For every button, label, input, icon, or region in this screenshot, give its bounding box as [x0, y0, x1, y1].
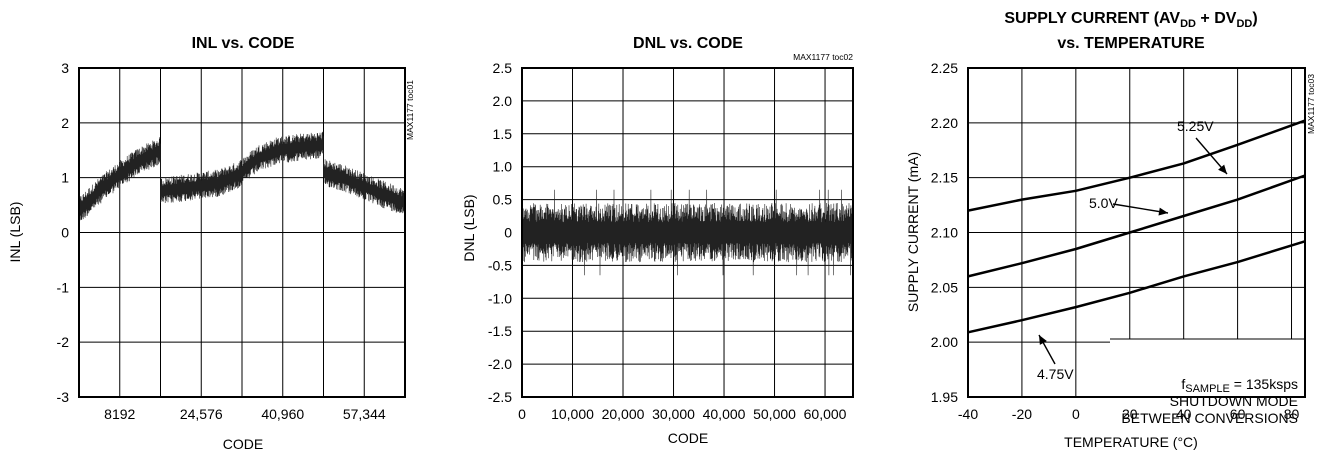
- chart1-xtick-label: 57,344: [343, 406, 386, 422]
- chart1-series-line: [78, 131, 406, 222]
- chart3-ylabel: SUPPLY CURRENT (mA): [905, 152, 921, 312]
- chart1-xtick-label: 8192: [104, 406, 135, 422]
- chart2-xtick-label: 60,000: [804, 406, 847, 422]
- chart1-ylabel: INL (LSB): [7, 202, 23, 263]
- chart1-ytick-label: 1: [61, 170, 69, 186]
- chart3-series-line-4.75V: [967, 240, 1306, 334]
- chart1-xlabel: CODE: [223, 436, 263, 452]
- chart2-ytick-label: -1.0: [488, 290, 512, 306]
- chart2-xtick-label: 30,000: [652, 406, 695, 422]
- chart3-xtick-label: -40: [958, 406, 978, 422]
- chart2-xtick-label: 20,000: [602, 406, 645, 422]
- chart1-group: 8192 24,576 40,960 57,344 -3 -2 -1 0 1 2 3: [57, 60, 406, 422]
- chart3-title-line2: vs. TEMPERATURE: [1057, 35, 1205, 52]
- chart3-xlabel: TEMPERATURE (°C): [1064, 434, 1198, 450]
- chart3-series-line-5.0V: [967, 174, 1306, 278]
- chart1-title: INL vs. CODE: [192, 35, 295, 52]
- chart1-ytick-label: 3: [61, 60, 69, 76]
- chart2-ytick-label: -2.0: [488, 356, 512, 372]
- chart3-arrow-head: [1218, 164, 1227, 174]
- chart3-series-line-5.25V: [967, 119, 1306, 212]
- chart1-doc-code: MAX1177 toc01: [405, 80, 415, 140]
- chart2-ylabel: DNL (LSB): [461, 194, 477, 261]
- chart2-xtick-label: 10,000: [551, 406, 594, 422]
- chart2-series-line: [521, 189, 854, 276]
- chart3-group: -40 -20 0 20 40 60 80 1.95 2.00 2.05 2.10 2.15 2.20 2…: [931, 60, 1306, 422]
- chart3-xtick-label: 0: [1072, 406, 1080, 422]
- chart3-arrow-head: [1158, 207, 1168, 216]
- chart1-xtick-label: 40,960: [261, 406, 304, 422]
- chart1-ytick-label: -3: [57, 389, 70, 405]
- chart3-ytick-label: 2.15: [931, 170, 958, 186]
- chart3-ytick-label: 2.05: [931, 279, 958, 295]
- chart1-ytick-label: 0: [61, 225, 69, 241]
- chart2-ytick-label: 1.5: [493, 126, 513, 142]
- chart3-ytick-label: 2.25: [931, 60, 958, 76]
- chart3-xtick-label: 80: [1284, 406, 1300, 422]
- chart2-doc-code: MAX1177 toc02: [793, 52, 853, 62]
- chart3-xtick-label: 60: [1230, 406, 1246, 422]
- chart3-xtick-label: 40: [1176, 406, 1192, 422]
- chart1-ytick-label: 2: [61, 115, 69, 131]
- chart3-ytick-label: 2.20: [931, 115, 958, 131]
- chart1-xtick-label: 24,576: [180, 406, 223, 422]
- chart2-ytick-label: 2.0: [493, 93, 513, 109]
- chart3-title: SUPPLY CURRENT (AVDD + DVDD): [1004, 10, 1257, 30]
- chart3-doc-code: MAX1177 toc03: [1306, 74, 1316, 134]
- chart2-xtick-label: 50,000: [753, 406, 796, 422]
- chart3-ytick-label: 1.95: [931, 389, 958, 405]
- chart1-frame: [78, 67, 406, 398]
- chart3-arrow-line: [1112, 203, 1169, 214]
- chart2-ytick-label: 0.5: [493, 192, 513, 208]
- chart3-arrow-head: [1039, 335, 1047, 345]
- chart2-ytick-label: 2.5: [493, 60, 513, 76]
- chart3-annotation-line3: BETWEEN CONVERSIONS: [1121, 410, 1298, 426]
- chart3-xtick-label: -20: [1012, 406, 1032, 422]
- chart3-xtick-label: 20: [1122, 406, 1138, 422]
- chart3-ytick-label: 2.10: [931, 225, 958, 241]
- chart3-frame: [967, 67, 1306, 398]
- chart3-series-label: 4.75V: [1037, 366, 1074, 382]
- chart2-ytick-label: -1.5: [488, 323, 512, 339]
- chart3-annotation-line2: SHUTDOWN MODE: [1170, 393, 1298, 409]
- chart3-ytick-label: 2.00: [931, 334, 958, 350]
- chart2-ytick-label: -2.5: [488, 389, 512, 405]
- chart2-xtick-label: 0: [518, 406, 526, 422]
- chart3-annotation-box: [1110, 339, 1304, 396]
- chart2-xtick-label: 40,000: [703, 406, 746, 422]
- chart1-ytick-label: -2: [57, 334, 70, 350]
- chart3-annotation-line1: fSAMPLE = 135ksps: [1181, 376, 1298, 395]
- chart2-group: 0 10,000 20,000 30,000 40,000 50,000 60,000 -2.…: [488, 60, 854, 422]
- chart3-series-label: 5.25V: [1177, 118, 1214, 134]
- chart3-series-label: 5.0V: [1089, 195, 1118, 211]
- chart2-ytick-label: 0: [504, 225, 512, 241]
- chart2-frame: [521, 67, 854, 398]
- chart2-ytick-label: -0.5: [488, 257, 512, 273]
- chart1-ytick-label: -1: [57, 279, 70, 295]
- chart2-title: DNL vs. CODE: [633, 35, 743, 52]
- chart2-xlabel: CODE: [668, 430, 708, 446]
- chart2-ytick-label: 1.0: [493, 159, 513, 175]
